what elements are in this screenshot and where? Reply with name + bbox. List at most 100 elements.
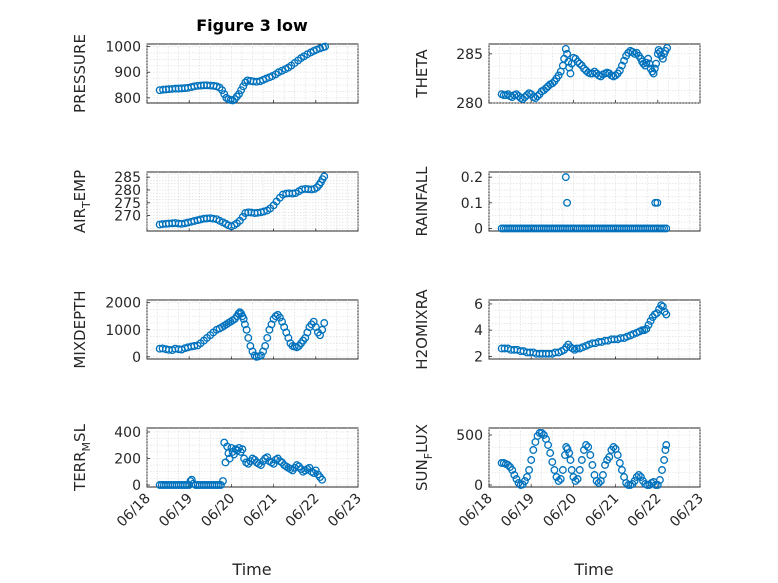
sun_flux-data-point [548, 458, 557, 466]
theta-data-point [520, 93, 529, 102]
sun_flux-data-point [636, 473, 645, 481]
air_temp-y-tick-label: 280 [114, 183, 141, 199]
terr_msl-x-tick-label: 06/22 [283, 491, 323, 531]
sun_flux-data-point [510, 471, 519, 479]
sun_flux-data-point [661, 446, 670, 454]
terr_msl-data-point [256, 461, 265, 470]
terr_msl-x-tick-label: 06/23 [325, 491, 365, 531]
h2omixra-data-point [642, 324, 651, 333]
terr_msl-x-tick-label: 06/19 [156, 491, 196, 531]
pressure-data-point [218, 86, 227, 95]
subplot-mixdepth: 0 1000 2000 MIXDEPTH [71, 290, 359, 369]
sun_flux-y-tick-label: 0 [474, 478, 483, 494]
theta-data-point [617, 61, 626, 70]
sun_flux-data-point [586, 451, 595, 459]
sun_flux-data-point [571, 477, 580, 485]
sun_flux-x-tick-label: 06/22 [625, 491, 665, 531]
sun_flux-data-point [613, 451, 622, 459]
sun_flux-data-point [567, 466, 576, 474]
sun_flux-data-point [569, 473, 578, 481]
sun_flux-data-point [577, 456, 586, 464]
pressure-data-point [220, 90, 229, 98]
mixdepth-data-point [248, 347, 257, 356]
sun_flux-x-tick-label: 06/23 [667, 491, 707, 531]
mixdepth-y-tick-label: 2000 [105, 296, 141, 312]
theta-data-point [649, 69, 658, 78]
sun_flux-data-point [544, 441, 553, 449]
theta-data-point [590, 67, 599, 76]
sun_flux-data-point [556, 475, 565, 483]
rainfall-y-tick-label: 0 [474, 221, 483, 237]
terr_msl-y-axis-label: TERRMSL [71, 423, 93, 492]
subplot-pressure: 800 900 1000 PRESSURE [71, 34, 359, 113]
theta-data-point [652, 59, 661, 68]
h2omixra-y-tick-label: 6 [474, 297, 483, 313]
mixdepth-y-axis-label: MIXDEPTH [71, 290, 89, 368]
mixdepth-data-point [240, 320, 249, 329]
terr_msl-data-point [187, 475, 196, 484]
theta-data-point [615, 66, 624, 75]
h2omixra-data-point [658, 302, 667, 311]
theta-data-point [620, 56, 628, 65]
sun_flux-data-point [552, 473, 561, 481]
theta-data-point [650, 64, 659, 73]
sun_flux-data-point [575, 466, 584, 474]
theta-y-axis-label: THETA [413, 49, 431, 99]
pressure-y-axis-label: PRESSURE [71, 34, 89, 113]
subplot-sun_flux: 0 500 06/18 06/19 06/20 06/21 06/22 06/23 SUNFLU… [413, 424, 707, 530]
air_temp-y-axis-label: AIRTEMP [71, 170, 93, 233]
terr_msl-x-tick-label: 06/21 [241, 491, 281, 531]
sun_flux-x-tick-label: 06/19 [498, 491, 538, 531]
sun_flux-data-point [588, 461, 597, 469]
sun_flux-data-point [573, 475, 582, 483]
sun_flux-data-point [609, 443, 618, 451]
mixdepth-y-tick-label: 0 [132, 350, 141, 366]
theta-y-tick-label: 280 [456, 96, 483, 112]
mixdepth-data-point [256, 351, 265, 360]
terr_msl-data-point [225, 454, 234, 463]
sun_flux-data-point [605, 453, 614, 461]
terr_msl-x-tick-label: 06/20 [198, 491, 238, 531]
sun_flux-data-point [529, 446, 538, 454]
terr_msl-data-point [219, 477, 227, 485]
rainfall-y-tick-label: 0.2 [461, 170, 483, 186]
mixdepth-data-point [242, 325, 251, 334]
sun_flux-y-axis-label: SUNFLUX [413, 424, 435, 491]
theta-data-point [628, 47, 637, 56]
mixdepth-data-point [318, 325, 327, 334]
h2omixra-y-tick-label: 4 [474, 323, 483, 339]
terr_msl-data-point [240, 454, 249, 463]
theta-data-point [580, 64, 588, 73]
h2omixra-y-tick-label: 2 [474, 349, 483, 365]
pressure-data-point [241, 78, 250, 87]
terr_msl-data-point [269, 459, 278, 468]
terr_msl-data-point [238, 445, 247, 454]
sun_flux-x-tick-label: 06/21 [583, 491, 623, 531]
theta-data-point [573, 57, 582, 66]
x-axis-label-left: Time [231, 560, 271, 579]
theta-data-point [658, 54, 667, 63]
air_temp-y-tick-label: 275 [114, 196, 141, 212]
sun_flux-x-tick-label: 06/20 [540, 491, 580, 531]
theta-data-point [533, 92, 542, 101]
theta-data-point [531, 94, 540, 103]
theta-data-point [611, 71, 620, 80]
theta-data-point [548, 79, 557, 88]
sun_flux-data-point [617, 466, 626, 474]
theta-data-point [518, 95, 527, 104]
pressure-data-point [215, 83, 224, 92]
mixdepth-data-point [244, 333, 253, 342]
mixdepth-data-point [275, 313, 284, 322]
sun_flux-data-point [594, 479, 603, 487]
sun_flux-data-point [592, 477, 601, 485]
mixdepth-data-point [261, 342, 270, 350]
pressure-y-tick-label: 1000 [105, 40, 141, 56]
mixdepth-data-point [320, 319, 329, 327]
rainfall-data-point [653, 198, 662, 207]
rainfall-y-tick-label: 0.1 [461, 196, 483, 212]
sun_flux-data-point [601, 461, 609, 469]
mixdepth-data-point [235, 308, 244, 317]
terr_msl-y-tick-label: 200 [114, 451, 141, 467]
sun_flux-data-point [584, 443, 593, 451]
